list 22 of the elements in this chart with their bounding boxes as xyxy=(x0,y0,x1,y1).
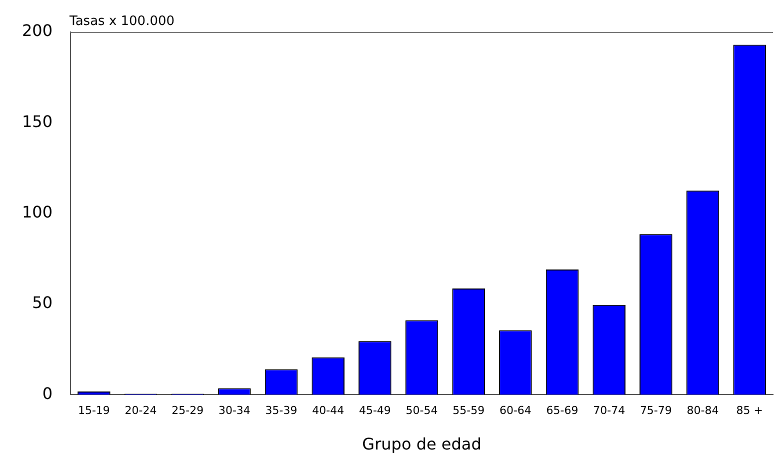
x-tick-label: 40-44 xyxy=(312,404,344,418)
y-tick-label: 50 xyxy=(32,293,53,312)
x-tick-label: 30-34 xyxy=(218,404,250,418)
y-tick-label: 0 xyxy=(42,384,53,403)
x-tick-label: 55-59 xyxy=(452,404,485,418)
x-tick-label: 20-24 xyxy=(124,404,157,418)
y-tick-label: 150 xyxy=(22,112,53,131)
x-tick-label: 65-69 xyxy=(546,404,578,418)
x-tick-label: 25-29 xyxy=(172,404,204,418)
y-tick-label: 100 xyxy=(22,202,53,222)
x-tick-label: 85 + xyxy=(736,404,763,418)
x-tick-label: 35-39 xyxy=(265,404,298,418)
x-tick-label: 45-49 xyxy=(358,404,391,418)
y-axis-title: Tasas x 100.000 xyxy=(68,14,175,29)
x-tick-label: 50-54 xyxy=(406,404,438,418)
x-tick-label: 80-84 xyxy=(686,404,719,418)
x-tick-label: 70-74 xyxy=(593,404,626,418)
x-tick-label: 75-79 xyxy=(640,404,672,418)
x-tick-label: 15-19 xyxy=(78,404,110,418)
y-tick-label: 200 xyxy=(22,21,53,40)
x-tick-label: 60-64 xyxy=(499,404,532,418)
x-axis-title: Grupo de edad xyxy=(362,434,482,454)
